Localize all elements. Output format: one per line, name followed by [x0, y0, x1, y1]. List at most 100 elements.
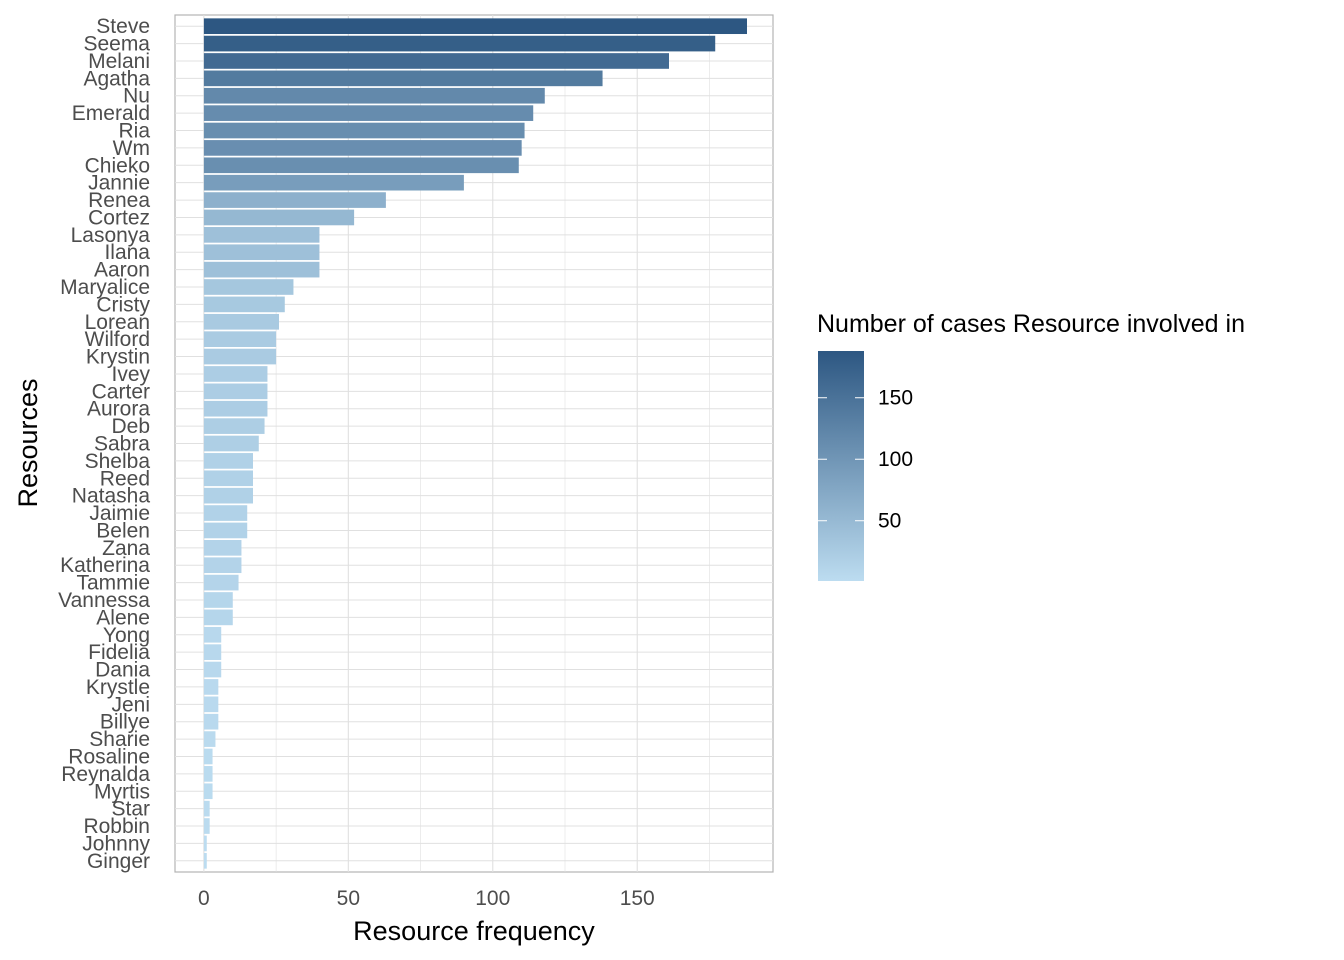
y-tick-label: Cortez	[88, 206, 150, 229]
y-tick-label: Vannessa	[58, 589, 150, 612]
y-tick-label: Lorean	[85, 311, 150, 334]
y-tick-label: Johnny	[82, 832, 150, 855]
y-tick-label: Ilana	[104, 241, 150, 264]
bar-dania	[203, 661, 222, 678]
x-tick-label: 150	[620, 887, 655, 910]
y-tick-label: Jeni	[111, 693, 150, 716]
y-tick-label: Renea	[88, 189, 150, 212]
bar-sabra	[203, 435, 259, 452]
y-tick-label: Belen	[96, 519, 150, 542]
legend-tick-label: 50	[878, 510, 901, 533]
y-tick-label: Agatha	[83, 67, 150, 90]
x-tick-label: 50	[337, 887, 360, 910]
y-tick-label: Aaron	[94, 259, 150, 282]
bar-wm	[203, 140, 522, 156]
bar-katherina	[203, 557, 242, 574]
y-tick-label: Sabra	[94, 433, 150, 456]
bar-nu	[203, 87, 545, 104]
bar-rosaline	[203, 748, 213, 765]
bar-yong	[203, 626, 222, 643]
legend-colorbar	[818, 351, 864, 581]
x-tick-label: 100	[475, 887, 510, 910]
bar-emerald	[203, 105, 534, 121]
y-tick-label: Billye	[100, 711, 150, 734]
y-tick-label: Cristy	[96, 293, 150, 316]
bar-myrtis	[203, 783, 213, 800]
y-tick-label: Shelba	[85, 450, 151, 473]
y-tick-label: Wilford	[85, 328, 150, 351]
y-tick-label: Ria	[118, 120, 150, 143]
bar-ginger	[203, 852, 207, 869]
bar-ria	[203, 122, 525, 139]
bar-melani	[203, 53, 669, 69]
y-tick-label: Krystle	[86, 676, 150, 699]
bar-shelba	[203, 453, 253, 469]
y-tick-label: Myrtis	[94, 780, 150, 803]
bar-renea	[203, 192, 386, 208]
bar-chieko	[203, 157, 519, 174]
y-tick-label: Sharie	[89, 728, 150, 751]
bar-carter	[203, 383, 268, 400]
y-tick-label: Reed	[100, 467, 150, 490]
y-tick-label: Zana	[102, 537, 150, 560]
y-tick-label: Katherina	[60, 554, 150, 577]
bar-lasonya	[203, 227, 320, 243]
bar-krystle	[203, 679, 219, 695]
y-tick-label: Aurora	[87, 398, 150, 421]
bar-vannessa	[203, 592, 233, 608]
bar-jeni	[203, 696, 219, 713]
y-tick-label: Deb	[111, 415, 150, 438]
y-tick-label: Emerald	[72, 102, 150, 125]
bar-belen	[203, 522, 248, 539]
bar-aaron	[203, 261, 320, 278]
bar-tammie	[203, 574, 239, 591]
bar-ilana	[203, 244, 320, 261]
bar-reynalda	[203, 766, 213, 782]
bar-sharie	[203, 731, 216, 747]
y-tick-label: Yong	[103, 624, 150, 647]
bar-fidelia	[203, 644, 222, 660]
bar-star	[203, 800, 210, 817]
y-tick-label: Tammie	[76, 572, 150, 595]
bar-cortez	[203, 209, 355, 226]
x-axis-title: Resource frequency	[353, 916, 595, 946]
color-legend: Number of cases Resource involved in 50 1…	[817, 310, 1245, 581]
bar-jaimie	[203, 505, 248, 521]
bar-seema	[203, 35, 716, 52]
bar-lorean	[203, 313, 279, 330]
y-tick-label: Reynalda	[61, 763, 150, 786]
y-tick-label: Ivey	[111, 363, 150, 386]
y-tick-label: Krystin	[86, 346, 150, 369]
x-tick-labels: 0 50 100 150	[198, 887, 655, 910]
y-tick-label: Ginger	[87, 850, 150, 873]
y-tick-label: Wm	[113, 137, 150, 160]
bar-natasha	[203, 487, 253, 504]
bar-deb	[203, 418, 265, 434]
bar-aurora	[203, 400, 268, 417]
legend-tick-label: 100	[878, 448, 913, 471]
bar-agatha	[203, 70, 603, 87]
y-tick-label: Maryalice	[60, 276, 150, 299]
bar-maryalice	[203, 279, 294, 295]
bar-reed	[203, 470, 253, 487]
x-tick-label: 0	[198, 887, 210, 910]
bar-jannie	[203, 174, 464, 191]
y-tick-label: Alene	[96, 606, 150, 629]
y-tick-label: Nu	[123, 85, 150, 108]
y-axis-title: Resources	[13, 378, 43, 507]
legend-tick-label: 150	[878, 387, 913, 410]
y-tick-label: Fidelia	[88, 641, 150, 664]
bar-wilford	[203, 331, 277, 347]
legend-title: Number of cases Resource involved in	[817, 310, 1245, 338]
y-tick-label: Jaimie	[89, 502, 150, 525]
y-tick-label: Dania	[95, 659, 150, 682]
y-tick-labels: SteveSeemaMelaniAgathaNuEmeraldRiaWmChie…	[58, 15, 150, 873]
y-tick-label: Lasonya	[71, 224, 151, 247]
bar-zana	[203, 540, 242, 556]
y-tick-label: Chieko	[85, 154, 150, 177]
y-tick-label: Natasha	[72, 485, 151, 508]
bar-steve	[203, 18, 747, 35]
y-tick-label: Robbin	[83, 815, 150, 838]
bar-billye	[203, 713, 219, 730]
